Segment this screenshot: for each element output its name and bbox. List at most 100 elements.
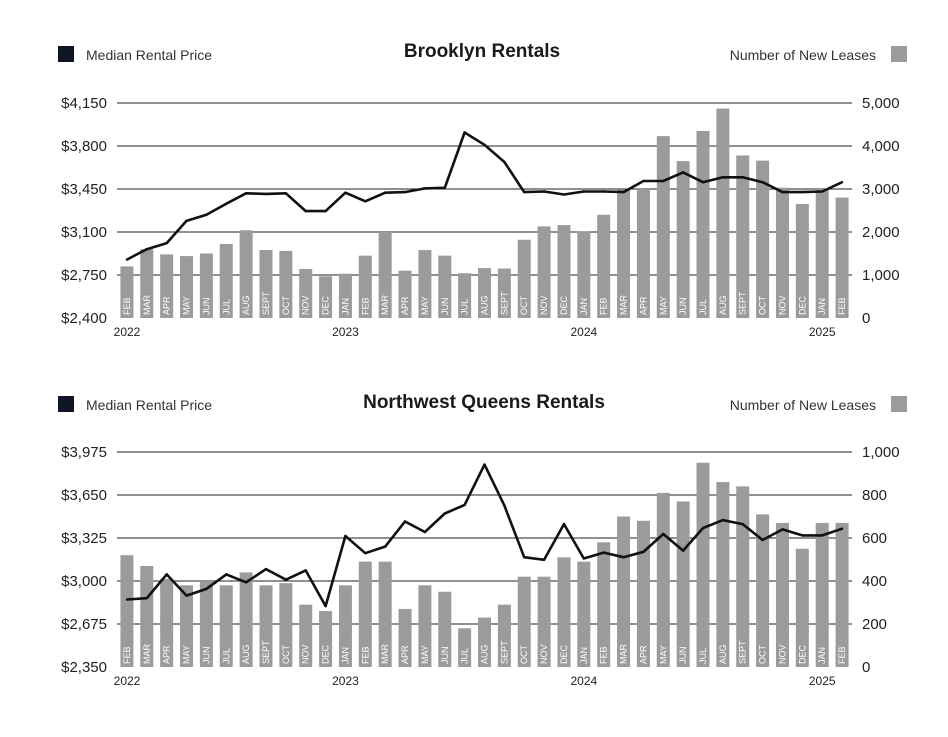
line-point [463, 131, 466, 134]
month-tick-label: DEC [797, 295, 807, 315]
month-tick-label: JAN [579, 298, 589, 315]
line-point [821, 190, 824, 193]
bar [617, 516, 631, 667]
bar [299, 268, 313, 318]
bar [438, 591, 452, 667]
brooklyn-rentals-chart: Brooklyn Rentals Median Rental Price Numbe… [58, 41, 907, 339]
month-tick-label: NOV [539, 295, 549, 315]
right-axis-tick-label: 1,000 [862, 444, 900, 461]
bar [219, 585, 233, 667]
line-point [244, 192, 248, 195]
line-point [443, 512, 446, 515]
left-axis-tick-label: $2,750 [61, 267, 107, 284]
line-point [284, 578, 288, 581]
line-point [344, 191, 347, 194]
line-point [721, 176, 725, 179]
line-point [483, 143, 486, 146]
bar [597, 542, 611, 667]
year-label: 2022 [114, 325, 141, 339]
bar [358, 561, 372, 667]
bar [537, 226, 551, 318]
bar [458, 628, 472, 667]
bar [597, 214, 611, 318]
bar [160, 254, 174, 318]
bar [497, 268, 511, 318]
month-tick-label: SEPT [738, 640, 748, 664]
year-label: 2025 [809, 325, 836, 339]
month-tick-label: APR [638, 296, 648, 315]
bar [219, 244, 233, 318]
month-tick-label: NOV [539, 644, 549, 664]
month-tick-label: SEPT [499, 640, 509, 664]
right-axis-tick-label: 1,000 [862, 267, 900, 284]
month-tick-label: APR [400, 296, 410, 315]
month-tick-label: JUN [440, 298, 450, 316]
bar [378, 232, 392, 318]
bar [120, 266, 134, 318]
month-tick-label: DEC [559, 295, 569, 315]
line-point [761, 538, 764, 542]
month-tick-label: AUG [480, 295, 490, 315]
month-tick-label: MAR [619, 295, 629, 316]
line-point [145, 248, 148, 251]
month-tick-label: SEPT [738, 291, 748, 315]
bar [577, 561, 591, 667]
bar [140, 249, 154, 318]
legend-bar-swatch [891, 46, 907, 62]
line-point [205, 587, 208, 591]
month-tick-label: MAR [142, 295, 152, 316]
line-point [383, 191, 387, 194]
bar [736, 155, 750, 318]
line-point [642, 550, 645, 554]
bar [338, 273, 352, 318]
month-tick-label: APR [638, 645, 648, 664]
line-point [443, 186, 446, 189]
month-tick-label: MAR [619, 644, 629, 665]
line-point [364, 552, 367, 555]
line-point [403, 190, 407, 194]
line-point [781, 190, 784, 194]
bar [636, 189, 650, 318]
chart-title: Northwest Queens Rentals [363, 392, 605, 413]
legend-line-label: Median Rental Price [86, 397, 212, 413]
month-tick-label: SEPT [261, 640, 271, 664]
line-point [662, 179, 665, 183]
line-point [701, 181, 705, 184]
month-tick-label: AUG [718, 644, 728, 664]
year-label: 2024 [570, 674, 597, 688]
month-tick-label: DEC [321, 644, 331, 664]
bar [239, 572, 253, 667]
month-tick-label: JUL [221, 648, 231, 664]
line-point [244, 581, 248, 584]
month-tick-label: AUG [241, 644, 251, 664]
bar [418, 585, 432, 667]
month-tick-label: JUL [460, 299, 470, 315]
month-tick-label: JUL [221, 299, 231, 315]
month-tick-label: JUL [460, 648, 470, 664]
line-point [125, 598, 129, 601]
line-point [602, 551, 605, 554]
line-point [185, 594, 188, 597]
month-tick-label: JAN [340, 647, 350, 664]
bar [716, 108, 730, 318]
bar [180, 585, 194, 667]
bar [756, 160, 770, 318]
legend-bar-label: Number of New Leases [730, 397, 876, 413]
line-point [801, 190, 804, 194]
northwest-queens-rentals-chart: Northwest Queens Rentals Median Rental Pr… [58, 392, 907, 688]
right-axis-tick-label: 3,000 [862, 181, 900, 198]
line-point [741, 522, 744, 526]
line-point [225, 573, 228, 576]
bar [279, 250, 293, 318]
month-tick-label: MAY [420, 645, 430, 664]
bar [458, 273, 472, 318]
year-label: 2024 [570, 325, 597, 339]
month-tick-label: JAN [817, 298, 827, 315]
line-point [125, 258, 129, 261]
bar [815, 189, 829, 318]
line-point [542, 558, 546, 562]
right-axis-tick-label: 5,000 [862, 95, 900, 112]
month-tick-label: MAY [182, 645, 192, 664]
bar [338, 585, 352, 667]
